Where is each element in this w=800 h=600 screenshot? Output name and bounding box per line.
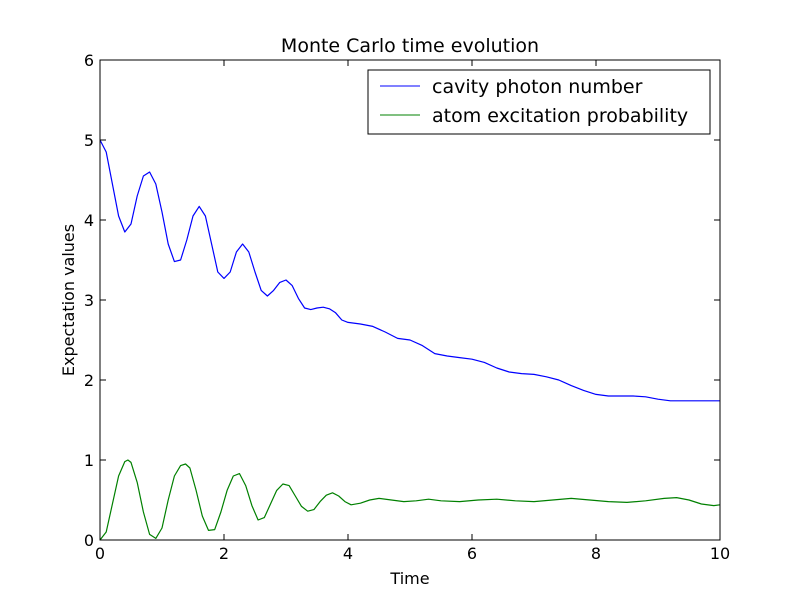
plot-background: [100, 60, 720, 540]
y-tick-label: 3: [84, 291, 94, 310]
tick-layer: 0 2 4 6 8 10 0 1 2 3 4 5 6: [84, 51, 730, 563]
plot-area: 0 2 4 6 8 10 0 1 2 3 4 5 6: [84, 51, 730, 563]
y-tick-label: 6: [84, 51, 94, 70]
x-tick-label: 8: [591, 544, 601, 563]
series-line-1: [99, 459, 721, 541]
y-tick-label: 5: [84, 131, 94, 150]
x-tick-label: 6: [467, 544, 477, 563]
x-tick-label: 0: [95, 544, 105, 563]
legend-label-cavity-photon-number: cavity photon number: [432, 76, 643, 98]
legend: cavity photon number atom excitation pro…: [367, 69, 711, 135]
y-tick-label: 2: [84, 371, 94, 390]
legend-label-atom-excitation-probability: atom excitation probability: [432, 105, 688, 127]
x-tick-label: 10: [710, 544, 730, 563]
y-axis-label: Expectation values: [59, 224, 78, 376]
y-tick-label: 4: [84, 211, 94, 230]
x-tick-label: 4: [343, 544, 353, 563]
y-tick-label: 1: [84, 451, 94, 470]
x-axis-label: Time: [389, 569, 429, 588]
y-tick-label: 0: [84, 531, 94, 550]
legend-frame: [367, 69, 711, 135]
x-tick-label: 2: [219, 544, 229, 563]
chart-title: Monte Carlo time evolution: [281, 35, 539, 57]
series-line-0: [99, 139, 720, 402]
series-layer: [99, 139, 721, 541]
